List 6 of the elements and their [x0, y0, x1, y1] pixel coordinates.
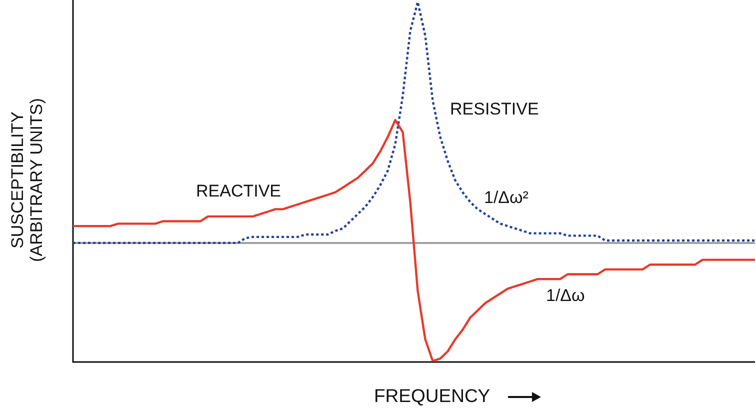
y-axis-title: SUSCEPTIBILITY (ARBITRARY UNITS): [8, 98, 46, 262]
x-axis-title: FREQUENCY: [374, 385, 490, 407]
annotation: 1/Δω: [546, 286, 585, 306]
series-label: REACTIVE: [196, 182, 282, 201]
annotation: 1/Δω²: [484, 188, 528, 208]
series-label: RESISTIVE: [450, 100, 539, 119]
